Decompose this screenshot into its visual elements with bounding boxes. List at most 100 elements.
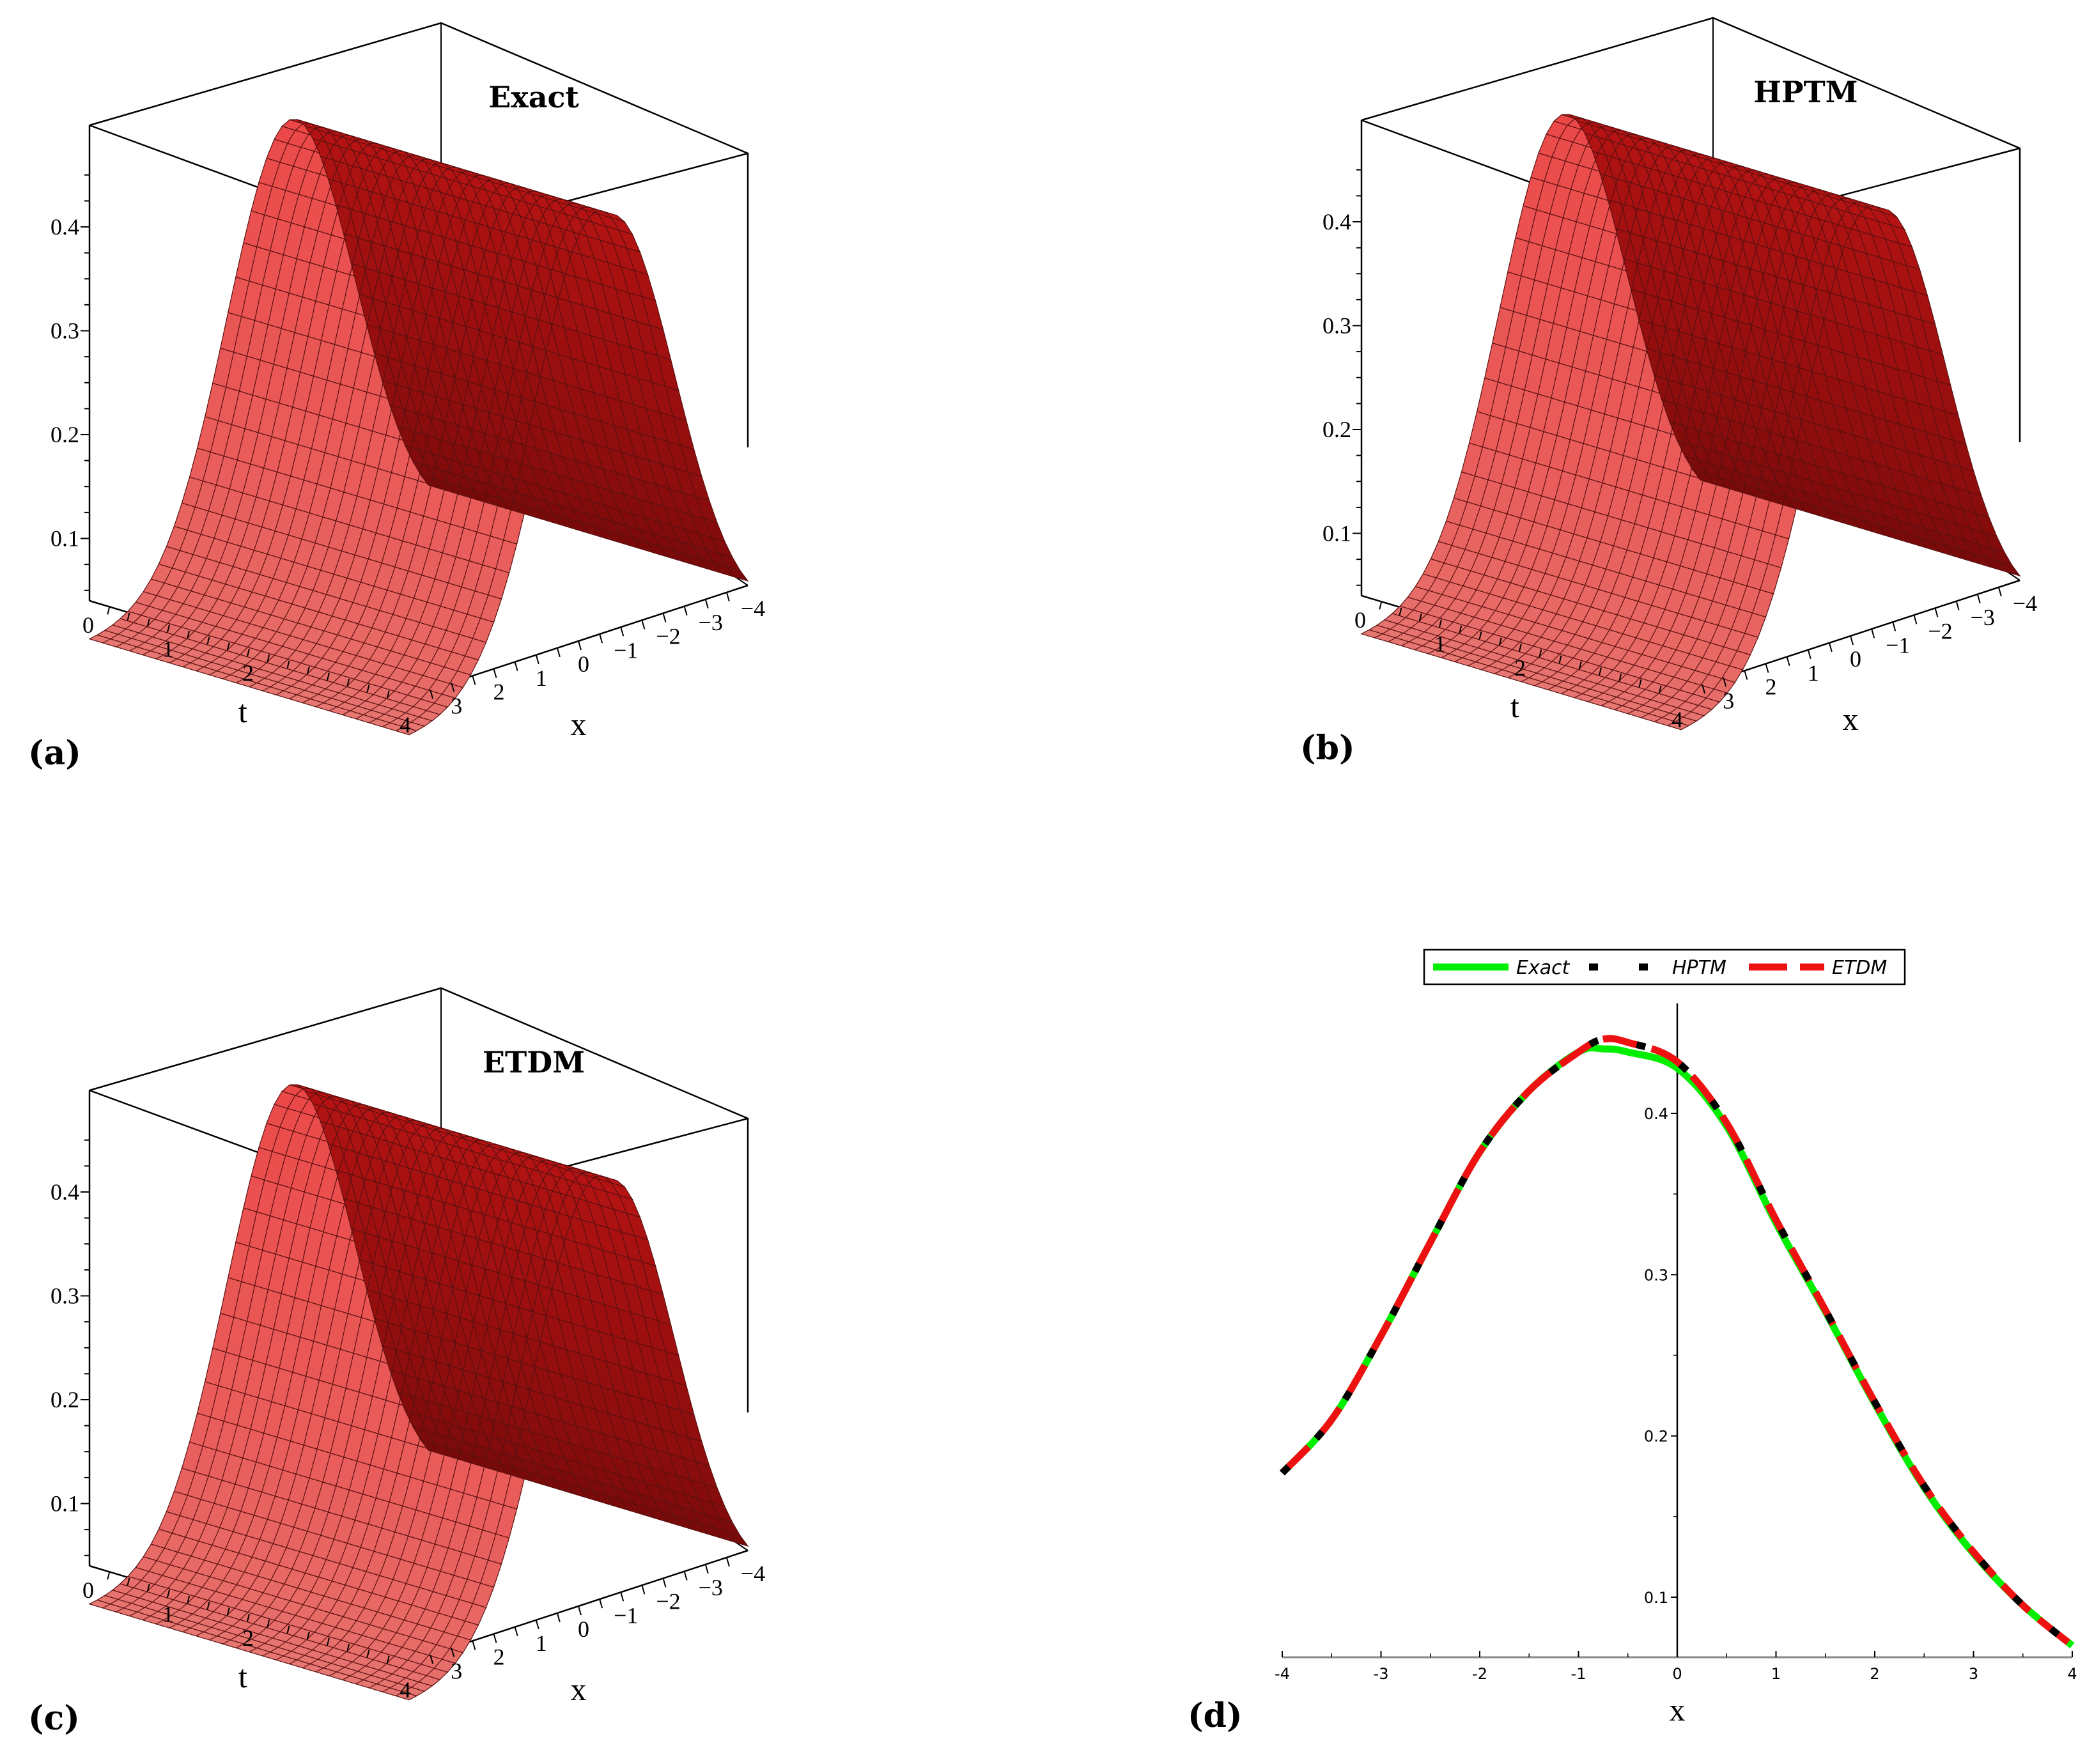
x-tick [556,1613,561,1623]
t-tick [1578,661,1582,670]
surface-grid-line [102,1088,442,1609]
t-tick [247,1613,250,1622]
x-tick [472,1641,476,1650]
t-tick [206,637,210,645]
surface-grid-line [1627,194,1967,715]
x-tick [514,1627,518,1636]
t-tick [1379,601,1383,610]
z-tick-label: 0.3 [50,1283,79,1309]
panel-title: ETDM [483,1045,585,1079]
t-tick [306,666,310,675]
legend-label-exact: Exact [1516,957,1570,979]
surface-grid-line [1374,118,1714,638]
x-tick-label: −1 [614,637,638,663]
z-tick-label: 0.1 [50,1491,79,1517]
surface-grid-line [355,1164,695,1685]
x-tick-label: -2 [1472,1665,1487,1683]
x-tick-label: −4 [741,596,765,621]
t-tick-label: 4 [399,1677,411,1703]
surface-grid-line [209,155,548,676]
panel-title: HPTM [1753,75,1857,109]
t-tick-label: 1 [1434,631,1446,657]
x-tick [493,669,497,678]
surface-grid-line [129,131,469,651]
x-tick [535,654,539,665]
surface-grid-line [222,159,562,679]
surface-grid-line [143,135,482,656]
surface-mesh [88,1084,749,1701]
surface-grid-line [369,1168,708,1689]
surface-grid-line [342,1160,682,1680]
surface-grid-line [182,1112,522,1632]
t-tick [127,612,130,621]
surface-grid-line [116,127,456,647]
t-axis-label: t [238,693,247,729]
x-tick [683,1571,688,1581]
surface-mesh [88,119,749,736]
surface-grid-line [395,1176,735,1696]
x-tick [1807,649,1811,660]
x-tick [1723,677,1727,687]
x-tick-label: -4 [1275,1665,1290,1683]
t-tick-label: 2 [242,660,254,686]
t-tick-label: 0 [82,612,94,638]
surface-grid-line [143,1100,482,1621]
t-tick [1459,625,1462,634]
x-axis-label: x [571,1671,587,1707]
x-axis-label: x [571,706,587,742]
x-tick-label: 3 [451,693,462,718]
panel-label: (a) [28,734,81,773]
surface-grid-line [1401,126,1741,646]
t-tick [206,1602,210,1610]
t-axis: 0 1 2 4 t [82,1572,411,1703]
x-tick [641,620,646,630]
x-tick [451,682,455,692]
x-tick-label: −4 [741,1561,765,1586]
t-tick [127,1577,130,1586]
x-tick [725,1557,730,1567]
x-tick-label: −1 [1886,632,1910,658]
panel-comparison-2d: -4 -3 -2 -1 0 1 2 3 4 0.1 0.2 0.3 0.4 x Exact HPTM ETDM (… [1188,948,2077,1735]
x-tick [472,676,476,685]
x-tick [599,633,603,644]
surface-grid-line [1561,174,1900,694]
x-tick-label: −4 [2013,591,2037,616]
y-tick-label: 0.1 [1644,1589,1668,1607]
z-axis: 0.1 0.2 0.3 0.4 [50,174,89,591]
surface-grid-line [315,187,655,708]
t-tick [267,1620,270,1628]
t-tick [1599,667,1602,676]
x-tick-label: 2 [1765,674,1777,700]
z-tick-label: 0.2 [1322,417,1351,442]
x-tick [704,599,709,609]
surface-grid-line [1667,206,2007,726]
z-tick-label: 0.2 [50,1387,79,1412]
surface-grid-line [1454,142,1794,662]
y-tick-label: 0.2 [1644,1428,1668,1446]
x-tick [1997,587,2002,597]
surface-grid-line [289,179,628,699]
surface-grid-line [209,1120,548,1641]
t-axis-label: t [1510,688,1519,724]
x-tick-label: −3 [699,1575,723,1600]
x-tick [704,1564,709,1574]
x-tick [1892,621,1896,631]
x-tick [662,613,667,623]
t-tick [107,1572,111,1580]
y-tick-label: 0.3 [1644,1266,1668,1284]
x-axis-label: x [1670,1692,1686,1728]
t-tick-label: 4 [399,712,411,738]
x-tick-label: −1 [614,1602,638,1628]
t-tick [146,618,150,627]
surface-mesh [1360,114,2021,731]
surface-grid-line [329,1156,669,1676]
x-tick [493,1634,497,1643]
z-tick-label: 0.4 [50,1179,79,1205]
t-tick [1539,649,1542,658]
t-tick [346,1643,350,1652]
panel-label: (c) [28,1699,80,1738]
surface-grid-line [169,143,509,663]
y-tick-label: 0.4 [1644,1105,1668,1123]
x-tick [599,1598,603,1609]
